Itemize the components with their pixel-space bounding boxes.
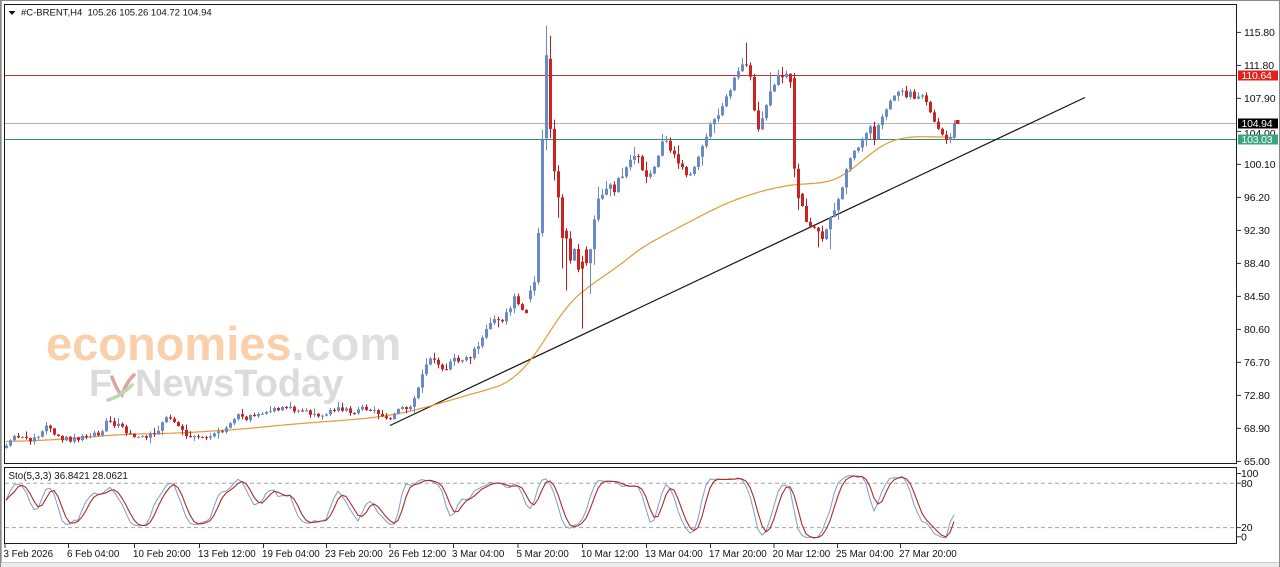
svg-text:5 Mar 20:00: 5 Mar 20:00 xyxy=(517,549,570,560)
svg-text:#C-BRENT,H4 105.26 105.26 104: #C-BRENT,H4 105.26 105.26 104.72 104.94 xyxy=(21,8,212,19)
svg-text:13 Feb 12:00: 13 Feb 12:00 xyxy=(198,549,256,560)
svg-text:economies.com: economies.com xyxy=(46,317,401,370)
svg-text:68.90: 68.90 xyxy=(1244,423,1270,435)
svg-text:80: 80 xyxy=(1241,478,1253,490)
svg-text:72.80: 72.80 xyxy=(1244,390,1270,402)
svg-text:107.90: 107.90 xyxy=(1244,93,1276,105)
svg-text:84.50: 84.50 xyxy=(1244,291,1270,303)
svg-text:103.03: 103.03 xyxy=(1242,134,1273,146)
svg-text:100: 100 xyxy=(1241,468,1258,480)
svg-text:110.64: 110.64 xyxy=(1242,70,1272,82)
svg-text:17 Mar 20:00: 17 Mar 20:00 xyxy=(709,549,767,560)
svg-text:10 Feb 20:00: 10 Feb 20:00 xyxy=(133,549,191,560)
svg-text:25 Mar 04:00: 25 Mar 04:00 xyxy=(836,549,894,560)
svg-text:27 Mar 20:00: 27 Mar 20:00 xyxy=(899,549,957,560)
svg-text:111.80: 111.80 xyxy=(1244,60,1274,72)
svg-text:6 Feb 04:00: 6 Feb 04:00 xyxy=(67,549,120,560)
svg-text:26 Feb 12:00: 26 Feb 12:00 xyxy=(389,549,447,560)
svg-text:76.70: 76.70 xyxy=(1244,357,1270,369)
svg-text:Sto(5,3,3) 36.8421 28.0621: Sto(5,3,3) 36.8421 28.0621 xyxy=(9,471,128,482)
svg-text:23 Feb 20:00: 23 Feb 20:00 xyxy=(325,549,383,560)
svg-text:100.10: 100.10 xyxy=(1244,159,1276,171)
svg-text:19 Feb 04:00: 19 Feb 04:00 xyxy=(262,549,320,560)
svg-text:104.94: 104.94 xyxy=(1242,118,1273,130)
svg-text:65.00: 65.00 xyxy=(1244,456,1270,468)
svg-text:20: 20 xyxy=(1241,522,1253,534)
svg-text:92.30: 92.30 xyxy=(1244,225,1270,237)
svg-text:0: 0 xyxy=(1241,531,1247,543)
svg-text:13 Mar 04:00: 13 Mar 04:00 xyxy=(645,549,703,560)
svg-text:80.60: 80.60 xyxy=(1244,324,1270,336)
svg-text:115.80: 115.80 xyxy=(1244,27,1275,39)
svg-text:F: F xyxy=(89,363,112,405)
svg-text:3 Feb 2026: 3 Feb 2026 xyxy=(4,549,54,560)
svg-text:10 Mar 12:00: 10 Mar 12:00 xyxy=(581,549,639,560)
svg-text:20 Mar 12:00: 20 Mar 12:00 xyxy=(773,549,831,560)
svg-text:NewsToday: NewsToday xyxy=(135,363,343,405)
svg-text:3 Mar 04:00: 3 Mar 04:00 xyxy=(452,549,505,560)
svg-text:96.20: 96.20 xyxy=(1244,192,1270,204)
svg-text:88.40: 88.40 xyxy=(1244,258,1270,270)
